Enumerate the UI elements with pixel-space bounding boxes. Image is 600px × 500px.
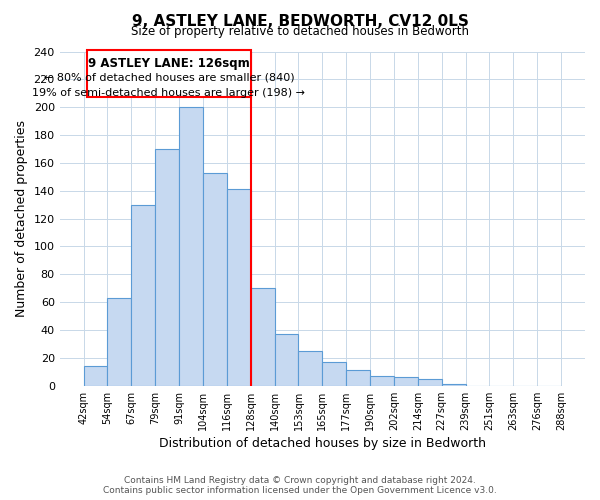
Bar [298, 351, 322, 386]
FancyBboxPatch shape [87, 50, 251, 98]
Bar [346, 370, 370, 386]
Bar [107, 298, 131, 386]
Text: 19% of semi-detached houses are larger (198) →: 19% of semi-detached houses are larger (… [32, 88, 305, 98]
Y-axis label: Number of detached properties: Number of detached properties [15, 120, 28, 317]
Bar [155, 149, 179, 386]
Text: Size of property relative to detached houses in Bedworth: Size of property relative to detached ho… [131, 25, 469, 38]
Text: ← 80% of detached houses are smaller (840): ← 80% of detached houses are smaller (84… [44, 72, 294, 83]
Text: 9 ASTLEY LANE: 126sqm: 9 ASTLEY LANE: 126sqm [88, 57, 250, 70]
Bar [203, 172, 227, 386]
Bar [370, 376, 394, 386]
Bar [179, 107, 203, 386]
Text: Contains HM Land Registry data © Crown copyright and database right 2024.
Contai: Contains HM Land Registry data © Crown c… [103, 476, 497, 495]
Bar [131, 204, 155, 386]
X-axis label: Distribution of detached houses by size in Bedworth: Distribution of detached houses by size … [159, 437, 486, 450]
Bar [322, 362, 346, 386]
Bar [418, 378, 442, 386]
Text: 9, ASTLEY LANE, BEDWORTH, CV12 0LS: 9, ASTLEY LANE, BEDWORTH, CV12 0LS [131, 14, 469, 29]
Bar [251, 288, 275, 386]
Bar [442, 384, 466, 386]
Bar [83, 366, 107, 386]
Bar [394, 378, 418, 386]
Bar [275, 334, 298, 386]
Bar [227, 190, 251, 386]
